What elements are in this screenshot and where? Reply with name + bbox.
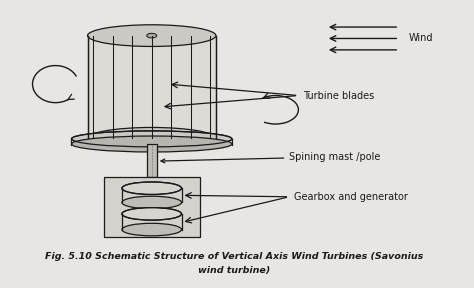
Text: Spining mast /pole: Spining mast /pole <box>161 152 381 163</box>
Ellipse shape <box>88 128 216 149</box>
Ellipse shape <box>122 208 182 220</box>
Ellipse shape <box>146 33 157 38</box>
Text: wind turbine): wind turbine) <box>198 266 270 275</box>
FancyBboxPatch shape <box>104 177 200 237</box>
Ellipse shape <box>122 196 182 209</box>
Ellipse shape <box>72 131 232 147</box>
Ellipse shape <box>88 25 216 46</box>
Ellipse shape <box>122 223 182 236</box>
Ellipse shape <box>72 136 232 152</box>
Text: Fig. 5.10 Schematic Structure of Vertical Axis Wind Turbines (Savonius: Fig. 5.10 Schematic Structure of Vertica… <box>45 252 423 261</box>
Text: Wind: Wind <box>409 33 433 43</box>
Text: Gearbox and generator: Gearbox and generator <box>294 192 408 202</box>
Ellipse shape <box>122 182 182 194</box>
Polygon shape <box>88 36 216 138</box>
Text: Turbine blades: Turbine blades <box>303 90 374 101</box>
FancyBboxPatch shape <box>146 144 157 177</box>
